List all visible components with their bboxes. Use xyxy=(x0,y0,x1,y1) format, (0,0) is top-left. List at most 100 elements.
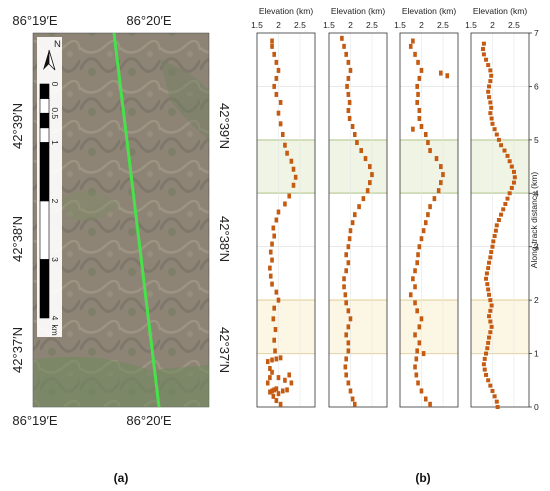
data-point xyxy=(485,346,490,351)
x-tick-label: 1.5 xyxy=(394,20,406,30)
data-point xyxy=(416,380,420,386)
x-tick-label: 2 xyxy=(490,20,495,30)
data-point xyxy=(268,249,273,255)
data-point xyxy=(274,75,279,81)
data-point xyxy=(434,156,439,162)
scale-segment xyxy=(39,83,50,99)
data-point xyxy=(291,166,296,172)
data-point xyxy=(370,172,374,178)
data-point xyxy=(423,220,428,226)
data-point xyxy=(342,276,346,282)
lon-label-bottom-1: 86°19′E xyxy=(12,413,58,428)
data-point xyxy=(274,398,279,404)
scale-label: 4 xyxy=(50,316,60,321)
scale-label: 2 xyxy=(50,199,60,204)
data-point xyxy=(417,340,422,346)
lat-label-right-2: 42°38′N xyxy=(217,216,232,262)
data-point xyxy=(505,153,510,158)
data-point xyxy=(285,150,289,156)
vegetation-patch xyxy=(33,356,209,407)
data-point xyxy=(419,236,424,242)
data-point xyxy=(487,292,492,297)
north-arrow-icon xyxy=(43,49,56,71)
x-tick-label: 2.5 xyxy=(508,20,520,30)
data-point xyxy=(270,357,274,363)
subplot-frame xyxy=(256,32,316,408)
data-point xyxy=(276,297,281,303)
data-point xyxy=(485,282,490,287)
data-point xyxy=(481,41,486,46)
data-point xyxy=(265,359,270,365)
data-point xyxy=(276,391,281,397)
subplot-frame xyxy=(470,32,530,408)
data-point xyxy=(361,196,366,202)
scale-segment xyxy=(39,127,50,143)
data-point xyxy=(368,180,372,186)
data-point xyxy=(352,401,357,407)
data-point xyxy=(489,105,494,110)
data-point xyxy=(413,364,417,370)
data-point xyxy=(416,252,420,258)
y-tick-label: 1 xyxy=(534,349,539,359)
data-point xyxy=(439,70,443,76)
data-point xyxy=(272,305,276,311)
data-point xyxy=(350,396,355,402)
data-point xyxy=(348,67,353,73)
y-tick-label: 6 xyxy=(534,81,539,91)
data-point xyxy=(419,67,424,73)
data-point xyxy=(413,268,417,274)
lon-label-top-1: 86°19′E xyxy=(12,13,58,28)
data-point xyxy=(493,228,498,233)
data-point xyxy=(357,204,361,210)
y-axis-label: Along-track distance (km) xyxy=(529,172,539,269)
data-point xyxy=(423,396,428,402)
band-green xyxy=(329,139,387,194)
data-point xyxy=(344,332,348,338)
data-point xyxy=(344,356,348,362)
data-point xyxy=(487,260,492,265)
data-point xyxy=(287,193,292,199)
data-point xyxy=(432,196,437,202)
data-point xyxy=(488,255,493,260)
data-point xyxy=(496,218,501,222)
profile-subplot-2: Elevation (km) 1.5 2 2.5 xyxy=(323,6,388,408)
data-point xyxy=(488,298,493,303)
data-point xyxy=(436,188,441,194)
profile-subplot-4: Elevation (km) 1.5 2 2.5 xyxy=(465,6,530,409)
data-point xyxy=(268,389,272,395)
data-point xyxy=(491,239,496,244)
data-point xyxy=(346,260,351,266)
data-point xyxy=(417,75,422,81)
data-point xyxy=(344,252,348,258)
data-point xyxy=(347,99,352,105)
data-point xyxy=(268,375,272,381)
data-point xyxy=(486,266,491,271)
data-point xyxy=(272,233,276,239)
data-point xyxy=(346,107,351,113)
data-point xyxy=(272,337,276,343)
scale-segment xyxy=(39,112,50,129)
scale-segment xyxy=(39,98,50,114)
data-point xyxy=(492,127,497,132)
data-point xyxy=(280,388,285,394)
data-point xyxy=(270,369,274,375)
profile-subplot-3: Elevation (km) 1.5 2 2.5 xyxy=(394,6,459,408)
data-point xyxy=(511,169,516,174)
data-point xyxy=(417,107,422,113)
data-point xyxy=(348,228,353,234)
data-point xyxy=(411,276,415,282)
data-point xyxy=(415,99,419,105)
vegetation-patch xyxy=(60,191,120,221)
data-point xyxy=(489,303,494,308)
data-point xyxy=(270,38,274,44)
data-point xyxy=(283,377,287,383)
data-point xyxy=(273,348,277,354)
subplot-frame xyxy=(328,32,388,408)
data-point xyxy=(488,319,493,324)
x-tick-label: 1.5 xyxy=(465,20,477,30)
data-point xyxy=(415,260,419,266)
data-point xyxy=(348,388,353,394)
data-point xyxy=(426,212,430,218)
y-tick-label: 0 xyxy=(534,402,539,412)
data-point xyxy=(283,142,287,148)
